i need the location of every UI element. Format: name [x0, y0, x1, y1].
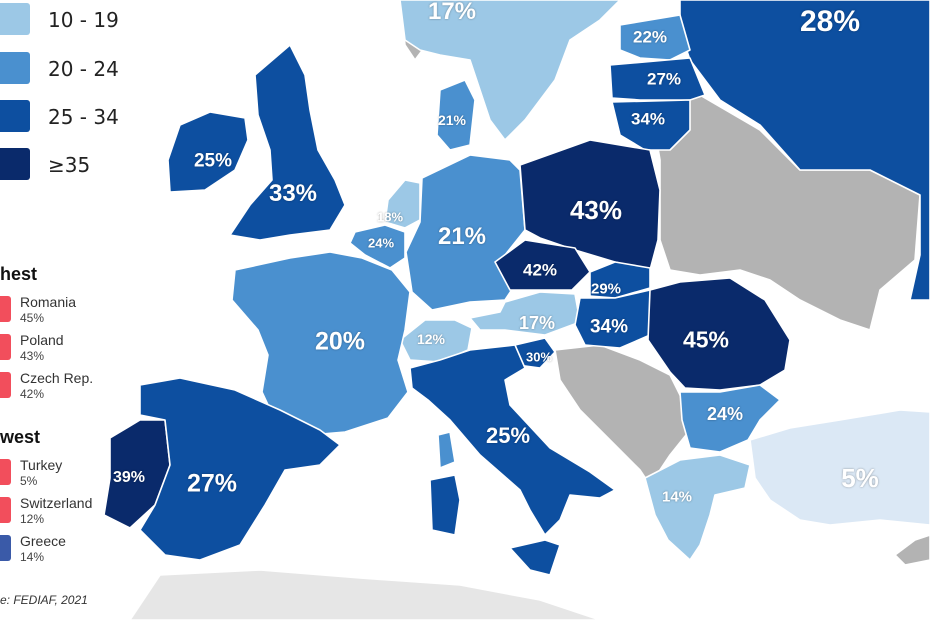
label-austria: 17% [518, 313, 556, 333]
label-italy: 25% [485, 423, 531, 448]
label-sweden: 17% [427, 0, 477, 25]
spain-shape [139, 377, 341, 561]
cyprus-land [894, 534, 930, 566]
bulgaria-shape [679, 384, 781, 453]
source-note: e: FEDIAF, 2021 [0, 593, 88, 607]
label-germany: 21% [437, 223, 487, 250]
greece-shape [644, 454, 751, 561]
rank-pct: 14% [20, 550, 45, 564]
austria-shape [469, 291, 581, 336]
label-bulgaria: 24% [706, 404, 744, 424]
rank-pct: 5% [20, 474, 38, 488]
balkans-region [554, 344, 691, 486]
label-denmark: 21% [437, 112, 467, 128]
label-ireland: 25% [193, 150, 233, 172]
germany-shape [405, 154, 526, 311]
label-uk: 33% [268, 180, 318, 207]
label-spain: 27% [186, 469, 238, 498]
poland-flag-icon [0, 334, 11, 360]
legend-swatch [0, 100, 30, 132]
switzerland-flag-icon [0, 497, 11, 523]
legend-range-label: ≥35 [48, 153, 91, 177]
legend-range-label: 20 - 24 [48, 57, 119, 81]
sicily-shape [509, 539, 561, 576]
label-czech: 42% [522, 260, 558, 280]
label-lithuania: 34% [630, 109, 666, 129]
romania-shape [647, 277, 791, 391]
switzerland-shape [399, 319, 473, 363]
label-netherlands: 18% [376, 209, 404, 225]
italy-shape [409, 344, 616, 536]
rank-pct: 12% [20, 512, 45, 526]
lowest-title: west [0, 427, 41, 447]
sweden-shape [399, 0, 621, 141]
ireland-shape [167, 111, 249, 193]
label-turkey: 5% [841, 463, 879, 493]
north-africa-land [129, 569, 601, 620]
turkey-shape [749, 409, 930, 526]
label-romania: 45% [682, 326, 730, 353]
rank-name: Turkey [20, 457, 63, 473]
rank-name: Romania [20, 294, 77, 310]
slovakia-shape [589, 261, 651, 299]
czech-flag-icon [0, 372, 11, 398]
label-latvia: 27% [646, 69, 682, 89]
no-data-land [129, 0, 930, 620]
countries [103, 0, 930, 576]
label-france: 20% [314, 327, 366, 356]
legend-range-label: 25 - 34 [48, 105, 119, 129]
sardinia-shape [429, 474, 461, 536]
corsica-shape [437, 431, 456, 469]
rank-pct: 43% [20, 349, 45, 363]
label-hungary: 34% [589, 316, 629, 338]
greece-flag-icon [0, 535, 11, 561]
rank-name: Czech Rep. [20, 370, 94, 386]
rank-name: Poland [20, 332, 64, 348]
label-greece: 14% [661, 488, 693, 506]
turkey-flag-icon [0, 459, 11, 485]
uk-shape [229, 44, 346, 241]
legend-range-label: 10 - 19 [48, 8, 119, 32]
highest-title: hest [0, 264, 38, 284]
rank-pct: 45% [20, 311, 45, 325]
label-slovakia: 29% [590, 280, 622, 298]
legend-swatch [0, 3, 30, 35]
czech-shape [494, 239, 591, 291]
rank-pct: 42% [20, 387, 45, 401]
label-switzerland: 12% [416, 331, 446, 347]
rank-name: Switzerland [20, 495, 93, 511]
romania-flag-icon [0, 296, 11, 322]
france-shape [231, 251, 411, 436]
label-slovenia: 30% [525, 349, 553, 365]
label-estonia: 22% [632, 27, 668, 47]
lithuania-shape [611, 99, 691, 151]
label-poland: 43% [569, 195, 623, 225]
belgium-shape [349, 224, 406, 269]
label-belgium: 24% [367, 235, 395, 251]
legend-swatch [0, 52, 30, 84]
denmark-shape [436, 79, 476, 151]
label-portugal: 39% [112, 469, 146, 486]
rank-name: Greece [20, 533, 66, 549]
label-russia: 28% [799, 5, 861, 38]
legend-swatch [0, 148, 30, 180]
